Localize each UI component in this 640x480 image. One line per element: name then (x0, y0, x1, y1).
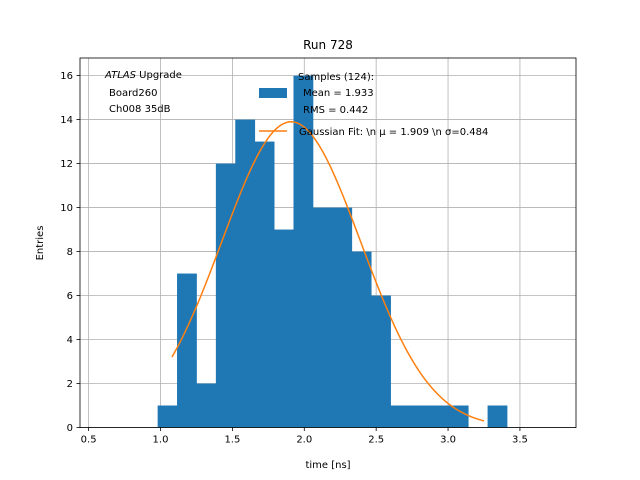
annotation-line-1: ATLAS Upgrade (104, 70, 182, 81)
y-tick-label: 6 (67, 291, 73, 302)
annotation-line-3: Ch008 35dB (109, 104, 171, 115)
x-tick-label: 2.5 (368, 435, 384, 446)
plot-frame (79, 57, 577, 428)
x-tick-label: 1.0 (153, 435, 169, 446)
x-axis-label: time [ns] (305, 460, 350, 471)
histogram-bar-4 (235, 119, 256, 428)
y-tick-label: 10 (60, 203, 73, 214)
histogram-bar-8 (312, 207, 333, 428)
x-tick-label: 1.5 (224, 435, 240, 446)
legend-histogram-swatch (259, 88, 287, 98)
legend-histogram-line-2: Mean = 1.933 (303, 88, 374, 99)
y-tick-label: 8 (67, 247, 73, 258)
chart-title: Run 728 (303, 38, 353, 52)
legend-histogram-line-1: Samples (124): (298, 72, 374, 83)
histogram-bar-6 (274, 229, 294, 428)
histogram-bar-13 (409, 405, 430, 428)
y-tick-label: 0 (67, 423, 73, 434)
x-tick-label: 3.0 (440, 435, 456, 446)
histogram-bar-9 (332, 207, 353, 428)
histogram-bar-1 (177, 273, 197, 428)
histogram-bar-15 (448, 405, 469, 428)
y-axis-ticks: 0 2 4 6 8 10 12 14 16 (60, 71, 80, 434)
y-tick-label: 16 (60, 71, 73, 82)
y-tick-label: 4 (67, 335, 73, 346)
histogram-bar-11 (371, 295, 391, 428)
histogram-bar-3 (215, 163, 236, 428)
histogram-bar-7 (293, 75, 314, 428)
histogram-bar-17 (487, 405, 508, 428)
annotation-upgrade: Upgrade (136, 70, 182, 81)
legend-histogram-line-3: RMS = 0.442 (303, 105, 368, 116)
histogram-bar-5 (254, 141, 275, 428)
legend: Samples (124): Mean = 1.933 RMS = 0.442 … (259, 72, 488, 138)
histogram-bar-0 (157, 405, 178, 428)
gaussian-fit (171, 121, 485, 422)
histogram-bar-10 (351, 251, 372, 428)
annotation-line-2: Board260 (109, 88, 157, 99)
y-axis-label: Entries (35, 226, 46, 261)
legend-fit-label: Gaussian Fit: \n μ = 1.909 \n σ=0.484 (299, 127, 488, 138)
x-axis-ticks: 0.5 1.0 1.5 2.0 2.5 3.0 3.5 (81, 427, 528, 446)
histogram-bar-14 (429, 405, 450, 428)
y-tick-label: 12 (60, 159, 73, 170)
y-tick-label: 14 (60, 115, 73, 126)
histogram-bar-2 (196, 383, 217, 428)
annotation-atlas: ATLAS (104, 70, 137, 81)
gaussian-fit-line (171, 121, 485, 422)
x-tick-label: 0.5 (81, 435, 97, 446)
atlas-annotation: ATLAS Upgrade Board260 Ch008 35dB (104, 70, 182, 115)
x-tick-label: 3.5 (512, 435, 528, 446)
histogram-bars (157, 75, 508, 428)
histogram-bar-12 (390, 405, 411, 428)
y-tick-label: 2 (67, 379, 73, 390)
x-tick-label: 2.0 (296, 435, 312, 446)
